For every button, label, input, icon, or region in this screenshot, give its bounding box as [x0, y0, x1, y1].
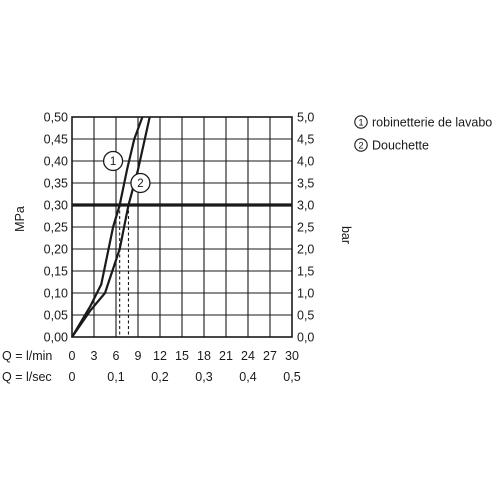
- x-tick-lsec: 0: [69, 370, 76, 384]
- plot-frame: [71, 116, 293, 338]
- x-tick-lsec: 0,2: [151, 370, 168, 384]
- y-tick-left: 0,35: [44, 177, 68, 191]
- marker-circle: [130, 172, 151, 194]
- x-tick-lmin: 9: [135, 349, 142, 363]
- y-tick-left: 0,00: [44, 331, 68, 345]
- curve-marker-1: 1: [102, 150, 124, 172]
- x-tick-lmin: 3: [91, 349, 98, 363]
- y-tick-right: 5,0: [297, 111, 314, 125]
- y-tick-left: 0,15: [44, 265, 68, 279]
- y-tick-left: 0,50: [44, 111, 68, 125]
- y-tick-left: 0,45: [44, 133, 68, 147]
- y-ticks-left: 0,00 0,05 0,10 0,15 0,20 0,25 0,30 0,35 0,40 0,45…: [44, 111, 68, 345]
- y-tick-right: 4,0: [297, 155, 314, 169]
- x-tick-lmin: 21: [219, 349, 233, 363]
- marker-number: 2: [137, 178, 143, 190]
- series-curve-1: [71, 116, 144, 338]
- x-tick-lmin: 15: [175, 349, 189, 363]
- x-tick-lsec: 0,1: [107, 370, 124, 384]
- x-tick-lsec: 0,5: [283, 370, 300, 384]
- legend-marker-number: 1: [358, 118, 363, 129]
- x-axis-label-lmin: Q = l/min: [2, 349, 52, 363]
- marker-number: 1: [110, 156, 116, 168]
- y-tick-left: 0,20: [44, 243, 68, 257]
- y-axis-label-left: MPa: [13, 206, 27, 232]
- series-curve-2: [71, 116, 151, 338]
- legend: 1 robinetterie de lavabo 2 Douchette: [354, 115, 492, 153]
- x-tick-lmin: 30: [285, 349, 299, 363]
- series-curves: [71, 116, 151, 338]
- y-tick-right: 2,0: [297, 243, 314, 257]
- x-tick-lsec: 0,4: [239, 370, 256, 384]
- legend-marker-circle: [354, 138, 368, 152]
- y-tick-left: 0,25: [44, 221, 68, 235]
- legend-item-1: 1 robinetterie de lavabo: [354, 115, 492, 130]
- curve-markers: 12: [102, 150, 151, 194]
- y-axis-label-right: bar: [339, 226, 353, 244]
- x-tick-lmin: 27: [263, 349, 277, 363]
- legend-label: Douchette: [372, 139, 429, 153]
- y-tick-right: 1,0: [297, 287, 314, 301]
- y-tick-left: 0,10: [44, 287, 68, 301]
- y-tick-left: 0,30: [44, 199, 68, 213]
- legend-marker-number: 2: [358, 141, 363, 152]
- y-tick-right: 2,5: [297, 221, 314, 235]
- x-tick-lmin: 0: [69, 349, 76, 363]
- x-tick-lmin: 12: [153, 349, 167, 363]
- x-ticks-lsec: 0 0,1 0,2 0,3 0,4 0,5: [69, 370, 301, 384]
- y-ticks-right: 0,0 0,5 1,0 1,5 2,0 2,5 3,0 3,5 4,0 4,5 5,0: [297, 111, 314, 345]
- droplines: [119, 205, 130, 337]
- curve-marker-2: 2: [130, 172, 151, 194]
- y-tick-left: 0,40: [44, 155, 68, 169]
- legend-marker-circle: [354, 115, 368, 129]
- y-tick-right: 1,5: [297, 265, 314, 279]
- y-tick-right: 4,5: [297, 133, 314, 147]
- x-axis-label-lsec: Q = l/sec: [2, 370, 52, 384]
- legend-label: robinetterie de lavabo: [372, 116, 492, 130]
- y-tick-right: 0,5: [297, 309, 314, 323]
- y-tick-right: 0,0: [297, 331, 314, 345]
- marker-circle: [102, 150, 124, 172]
- x-tick-lmin: 24: [241, 349, 255, 363]
- y-tick-right: 3,5: [297, 177, 314, 191]
- legend-item-2: 2 Douchette: [354, 138, 429, 153]
- x-tick-lsec: 0,3: [195, 370, 212, 384]
- y-tick-right: 3,0: [297, 199, 314, 213]
- x-ticks-lmin: 0 3 6 9 12 15 18 21 24 27 30: [69, 349, 299, 363]
- grid: [72, 117, 292, 337]
- x-tick-lmin: 18: [197, 349, 211, 363]
- x-tick-lmin: 6: [113, 349, 120, 363]
- y-tick-left: 0,05: [44, 309, 68, 323]
